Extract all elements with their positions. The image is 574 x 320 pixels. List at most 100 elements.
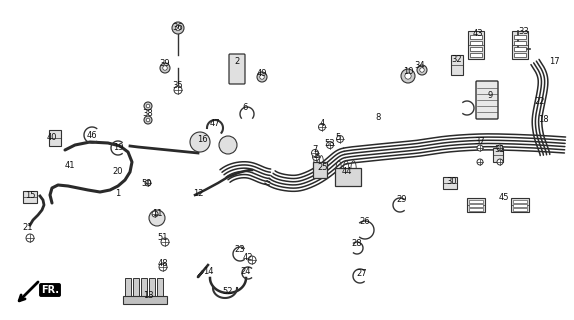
Text: 38: 38 [142, 108, 153, 117]
Circle shape [149, 210, 165, 226]
Circle shape [145, 180, 151, 186]
Bar [141, 278, 147, 298]
Bar [313, 162, 327, 178]
Text: 50: 50 [142, 179, 152, 188]
Text: 18: 18 [538, 116, 548, 124]
Text: 44: 44 [342, 167, 352, 177]
Text: 16: 16 [197, 135, 207, 145]
Circle shape [144, 116, 152, 124]
Text: 11: 11 [152, 210, 162, 219]
Text: 33: 33 [519, 28, 529, 36]
Text: 14: 14 [203, 267, 214, 276]
Text: 21: 21 [23, 223, 33, 233]
Circle shape [219, 136, 237, 154]
Bar [514, 41, 526, 45]
Bar [470, 53, 482, 57]
Circle shape [260, 75, 264, 79]
Text: 28: 28 [352, 239, 362, 249]
Bar [493, 148, 503, 162]
Bar [514, 53, 526, 57]
Circle shape [336, 135, 343, 142]
Bar [23, 191, 37, 203]
Text: 3: 3 [313, 150, 319, 159]
Circle shape [477, 159, 483, 165]
Text: 7: 7 [312, 146, 317, 155]
Circle shape [312, 149, 319, 156]
Circle shape [163, 66, 167, 70]
Text: 22: 22 [535, 98, 545, 107]
Text: 53: 53 [325, 139, 335, 148]
Bar [443, 177, 457, 189]
Bar [468, 31, 484, 59]
Text: 2: 2 [234, 58, 239, 67]
Circle shape [420, 68, 424, 72]
Bar [514, 35, 526, 39]
Text: 27: 27 [356, 269, 367, 278]
Bar [470, 35, 482, 39]
Circle shape [497, 145, 503, 151]
Text: 41: 41 [65, 161, 75, 170]
Text: 35: 35 [173, 82, 183, 91]
Text: 5: 5 [335, 132, 340, 141]
Text: 43: 43 [472, 29, 483, 38]
Bar [470, 41, 482, 45]
Circle shape [172, 22, 184, 34]
Circle shape [401, 69, 415, 83]
Circle shape [174, 86, 182, 94]
Circle shape [175, 25, 181, 31]
Text: 30: 30 [447, 177, 457, 186]
Text: 48: 48 [158, 260, 168, 268]
Text: 49: 49 [257, 68, 267, 77]
Bar [469, 204, 483, 207]
Bar [451, 55, 463, 75]
Text: 10: 10 [403, 68, 413, 76]
Text: 31: 31 [495, 146, 505, 155]
Bar [133, 278, 139, 298]
Bar [49, 130, 61, 146]
Bar [469, 208, 483, 211]
Bar [470, 47, 482, 51]
Text: FR.: FR. [41, 285, 59, 295]
Bar [123, 296, 167, 304]
Text: 32: 32 [452, 55, 462, 65]
Bar [469, 200, 483, 203]
Bar [513, 200, 527, 203]
Text: 39: 39 [160, 60, 170, 68]
Text: 12: 12 [193, 188, 203, 197]
Text: 26: 26 [360, 218, 370, 227]
Bar [149, 278, 155, 298]
FancyBboxPatch shape [229, 54, 245, 84]
Circle shape [497, 159, 503, 165]
Circle shape [327, 141, 333, 148]
Circle shape [152, 211, 158, 217]
Text: 52: 52 [223, 286, 233, 295]
Text: 47: 47 [210, 119, 220, 129]
Circle shape [477, 145, 483, 151]
Circle shape [417, 65, 427, 75]
Circle shape [159, 263, 167, 271]
Bar [467, 198, 485, 212]
Text: 15: 15 [25, 191, 35, 201]
Circle shape [160, 63, 170, 73]
Circle shape [26, 234, 34, 242]
Circle shape [161, 238, 169, 246]
Bar [157, 278, 163, 298]
Text: 24: 24 [241, 267, 251, 276]
Text: 6: 6 [242, 103, 248, 113]
Text: 51: 51 [158, 234, 168, 243]
Bar [513, 208, 527, 211]
Text: 13: 13 [143, 291, 153, 300]
Circle shape [257, 72, 267, 82]
Text: 1: 1 [115, 188, 121, 197]
Text: 17: 17 [549, 58, 559, 67]
Bar [125, 278, 131, 298]
Text: 42: 42 [243, 253, 253, 262]
Bar [513, 204, 527, 207]
Text: 46: 46 [87, 131, 98, 140]
Bar [511, 198, 529, 212]
Circle shape [312, 154, 320, 161]
Text: 9: 9 [487, 91, 492, 100]
Text: 40: 40 [46, 132, 57, 141]
Text: 29: 29 [397, 196, 407, 204]
Text: 34: 34 [414, 61, 425, 70]
